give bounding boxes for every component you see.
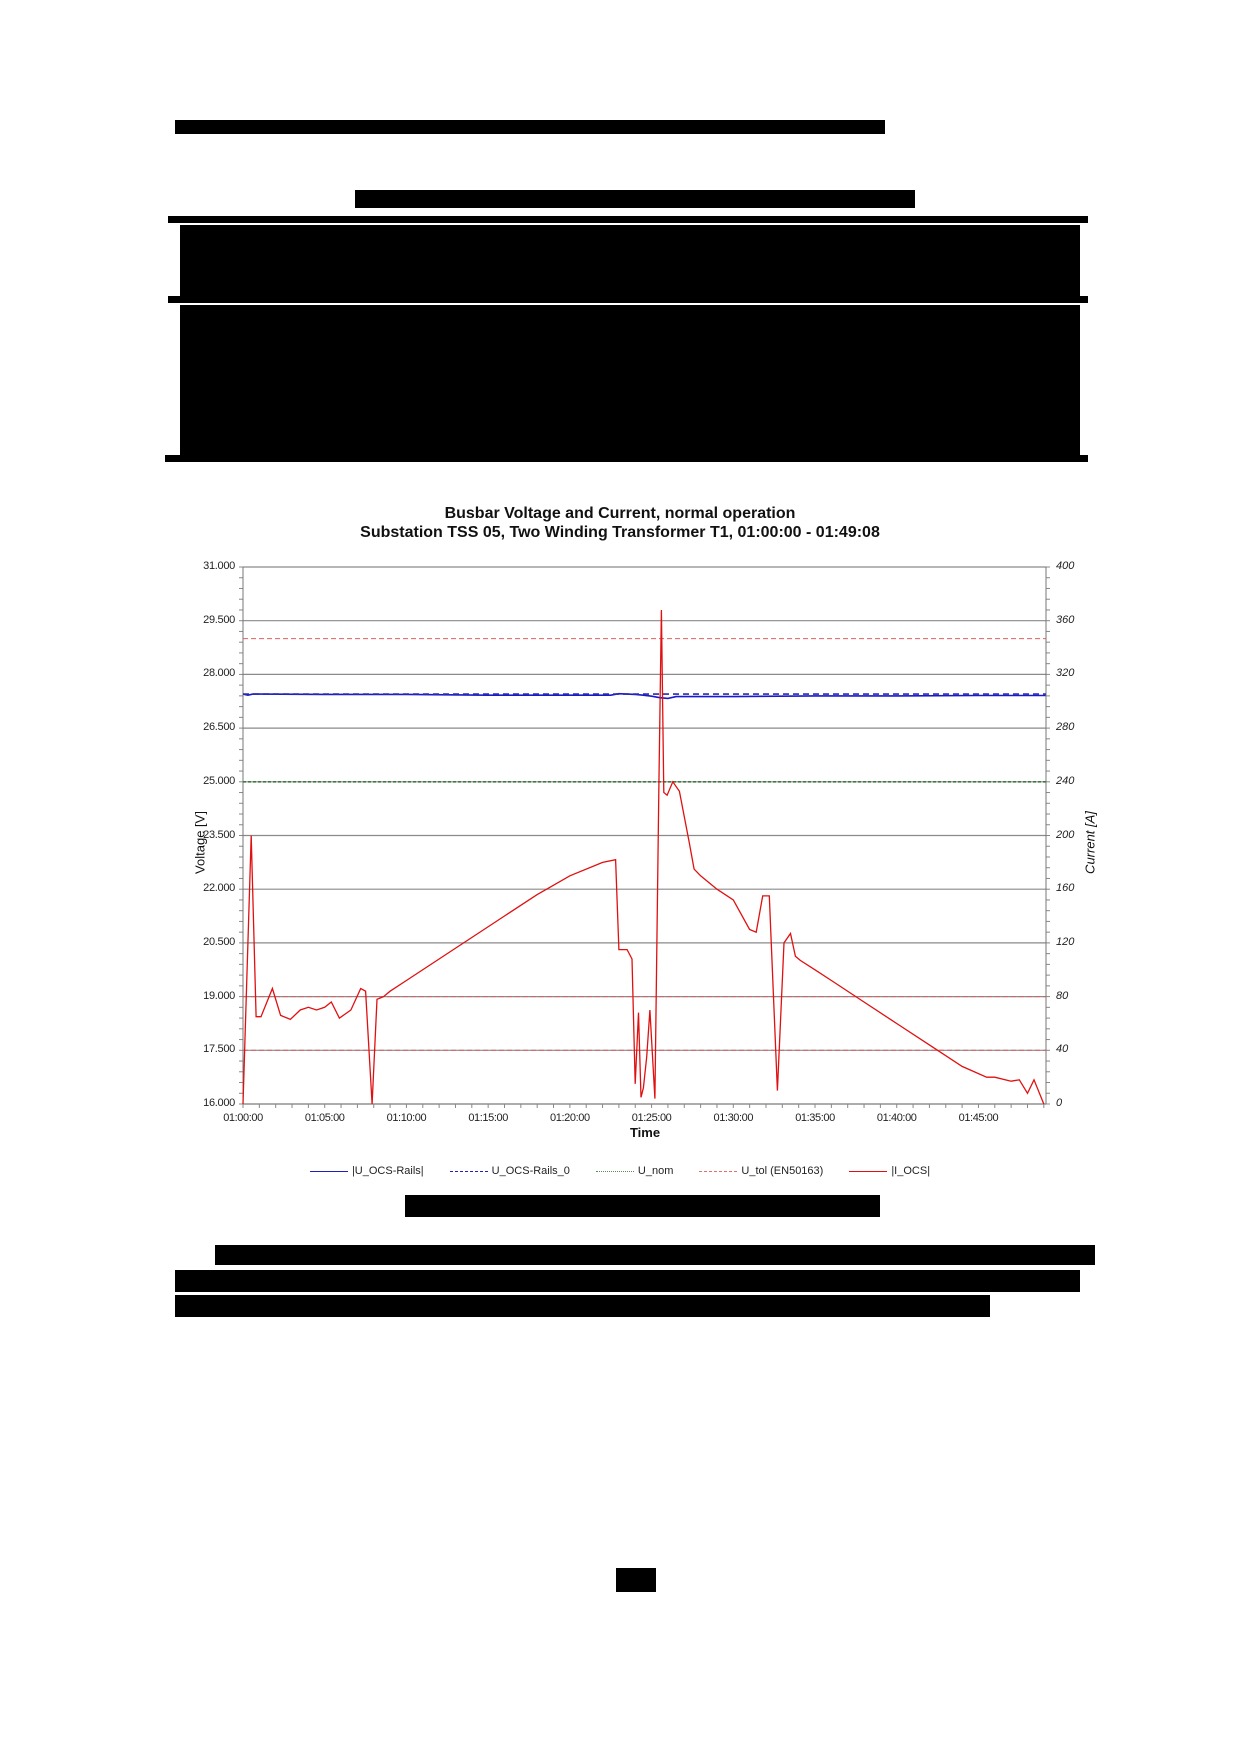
redacted-header-line bbox=[175, 120, 885, 134]
x-tick-label: 01:20:00 bbox=[550, 1112, 590, 1124]
y-right-tick-label: 200 bbox=[1056, 828, 1075, 841]
redacted-paragraph-line-3 bbox=[175, 1295, 990, 1317]
legend-label: |I_OCS| bbox=[891, 1165, 931, 1177]
legend-label: U_nom bbox=[637, 1165, 674, 1177]
legend-swatch-icon bbox=[309, 1170, 348, 1172]
x-tick-label: 01:35:00 bbox=[795, 1112, 835, 1124]
x-tick-label: 01:15:00 bbox=[468, 1112, 508, 1124]
chart-legend: |U_OCS-Rails| U_OCS-Rails_0 U_nom U_tol (EN… bbox=[0, 1165, 1240, 1177]
y-left-tick-label: 25.000 bbox=[203, 774, 235, 787]
redacted-figure-caption bbox=[405, 1195, 880, 1217]
legend-item: U_OCS-Rails_0 bbox=[449, 1165, 570, 1177]
redacted-table-top-rule bbox=[168, 216, 1088, 223]
legend-item: U_nom bbox=[595, 1165, 674, 1177]
y-axis-left-title: Voltage [V] bbox=[192, 811, 208, 874]
redacted-table-body bbox=[180, 305, 1080, 455]
current-series-line bbox=[242, 609, 1045, 1105]
redacted-paragraph-line-2 bbox=[175, 1270, 1080, 1292]
legend-label: U_tol (EN50163) bbox=[741, 1165, 824, 1177]
y-right-tick-label: 80 bbox=[1056, 989, 1069, 1002]
y-left-tick-label: 31.000 bbox=[203, 560, 235, 572]
chart-title: Busbar Voltage and Current, normal opera… bbox=[444, 505, 796, 522]
legend-swatch-icon bbox=[449, 1170, 488, 1172]
legend-item: |U_OCS-Rails| bbox=[309, 1165, 424, 1177]
y-left-tick-label: 17.500 bbox=[203, 1043, 235, 1056]
y-right-tick-label: 240 bbox=[1056, 774, 1075, 787]
y-right-tick-label: 160 bbox=[1056, 882, 1075, 895]
y-right-tick-label: 360 bbox=[1056, 613, 1075, 626]
y-right-tick-label: 120 bbox=[1056, 935, 1075, 948]
y-left-tick-label: 22.000 bbox=[203, 882, 235, 895]
legend-item: |I_OCS| bbox=[849, 1165, 930, 1177]
legend-item: U_tol (EN50163) bbox=[699, 1165, 823, 1177]
y-axis-right-title: Current [A] bbox=[1082, 811, 1098, 874]
legend-label: |U_OCS-Rails| bbox=[351, 1165, 424, 1177]
legend-swatch-icon bbox=[849, 1170, 888, 1172]
x-tick-label: 01:10:00 bbox=[386, 1112, 427, 1124]
y-left-tick-label: 20.500 bbox=[203, 935, 235, 948]
redacted-paragraph-line-1 bbox=[215, 1245, 1095, 1265]
y-right-tick-label: 40 bbox=[1056, 1043, 1069, 1056]
legend-swatch-icon bbox=[699, 1170, 738, 1172]
y-right-tick-label: 0 bbox=[1056, 1097, 1063, 1109]
redacted-page-number bbox=[616, 1568, 656, 1592]
y-right-tick-label: 280 bbox=[1056, 721, 1075, 734]
legend-swatch-icon bbox=[595, 1170, 634, 1172]
y-right-tick-label: 320 bbox=[1056, 667, 1075, 680]
y-left-tick-label: 19.000 bbox=[203, 989, 235, 1002]
x-tick-label: 01:05:00 bbox=[304, 1112, 345, 1124]
redacted-table-header-rule bbox=[168, 296, 1088, 303]
redacted-table-bottom-rule bbox=[165, 455, 1088, 462]
redacted-table-header-row bbox=[180, 225, 1080, 297]
x-tick-label: 01:45:00 bbox=[958, 1112, 999, 1124]
y-left-tick-label: 16.000 bbox=[203, 1097, 235, 1109]
redacted-table-title bbox=[355, 190, 915, 208]
y-left-tick-label: 26.500 bbox=[203, 721, 235, 734]
y-left-tick-label: 29.500 bbox=[203, 613, 235, 626]
x-axis-title: Time bbox=[629, 1125, 661, 1140]
y-right-tick-label: 400 bbox=[1056, 560, 1075, 572]
x-tick-label: 01:30:00 bbox=[713, 1112, 754, 1124]
x-tick-label: 01:40:00 bbox=[876, 1112, 917, 1124]
y-left-tick-label: 28.000 bbox=[203, 667, 235, 680]
chart-subtitle: Substation TSS 05, Two Winding Transform… bbox=[360, 524, 880, 541]
x-tick-label: 01:00:00 bbox=[223, 1112, 263, 1124]
x-tick-label: 01:25:00 bbox=[631, 1112, 672, 1124]
y-left-tick-label: 23.500 bbox=[203, 828, 235, 841]
legend-label: U_OCS-Rails_0 bbox=[491, 1165, 570, 1177]
